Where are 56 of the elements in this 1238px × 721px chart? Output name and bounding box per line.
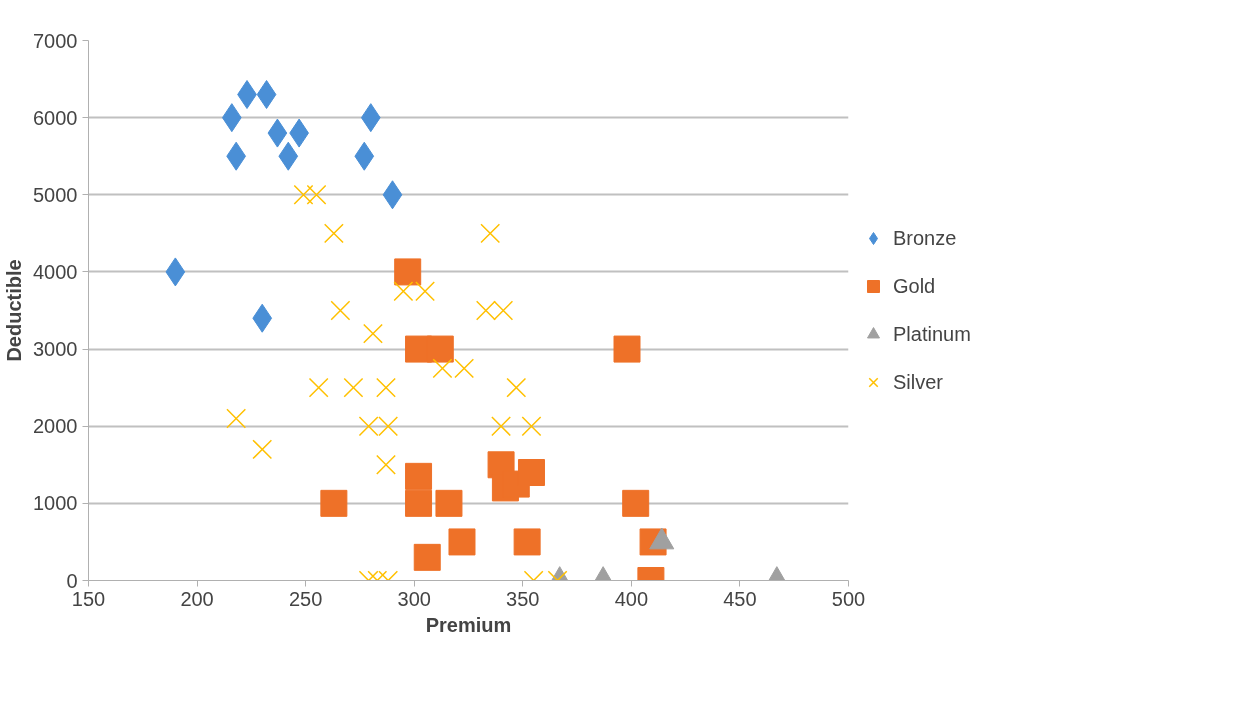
point: [480, 223, 501, 244]
point: [252, 439, 273, 460]
x-tick-label: 450: [723, 587, 757, 610]
point: [278, 141, 299, 171]
point: [360, 103, 381, 133]
point: [306, 184, 327, 205]
point: [267, 118, 288, 148]
point: [323, 223, 344, 244]
y-axis-title: Deductible: [3, 259, 26, 362]
y-tick-label: 1000: [33, 492, 78, 515]
point: [513, 528, 541, 556]
point: [405, 489, 433, 517]
point: [426, 335, 454, 363]
y-tick-label: 5000: [33, 183, 78, 206]
point: [308, 377, 329, 398]
y-tick-label: 6000: [33, 106, 78, 129]
point: [256, 80, 277, 109]
point: [354, 141, 375, 171]
y-tick-label: 3000: [33, 338, 78, 361]
legend-label: Bronze: [893, 226, 957, 250]
point: [226, 408, 247, 429]
legend-label: Gold: [893, 274, 936, 298]
x-tick-label: 250: [288, 587, 323, 610]
point: [221, 103, 242, 133]
point: [376, 454, 396, 475]
point: [165, 257, 186, 287]
point: [435, 489, 463, 517]
x-tick-label: 400: [614, 587, 649, 610]
point: [506, 377, 527, 398]
x-tick-label: 500: [831, 587, 866, 610]
x-tick-label: 350: [506, 587, 540, 610]
point: [405, 462, 433, 490]
legend-label: Platinum: [893, 322, 971, 346]
point: [376, 377, 396, 398]
x-axis-title: Premium: [425, 613, 512, 636]
point: [521, 416, 542, 437]
x-tick-label: 300: [397, 587, 431, 610]
point: [382, 180, 403, 210]
point: [491, 416, 512, 437]
point: [293, 184, 314, 205]
point: [622, 489, 650, 517]
point: [413, 543, 441, 571]
x-tick-label: 200: [180, 587, 214, 610]
point: [363, 323, 383, 344]
point: [252, 303, 273, 333]
y-tick-label: 4000: [33, 260, 78, 283]
point: [448, 528, 476, 556]
point: [330, 300, 351, 321]
point: [517, 459, 545, 486]
y-tick-label: 7000: [33, 29, 78, 52]
point: [343, 377, 364, 398]
point: [613, 335, 641, 363]
point: [320, 489, 348, 517]
point: [394, 258, 422, 286]
y-tick-label: 2000: [33, 415, 78, 438]
legend-label: Silver: [893, 370, 944, 394]
